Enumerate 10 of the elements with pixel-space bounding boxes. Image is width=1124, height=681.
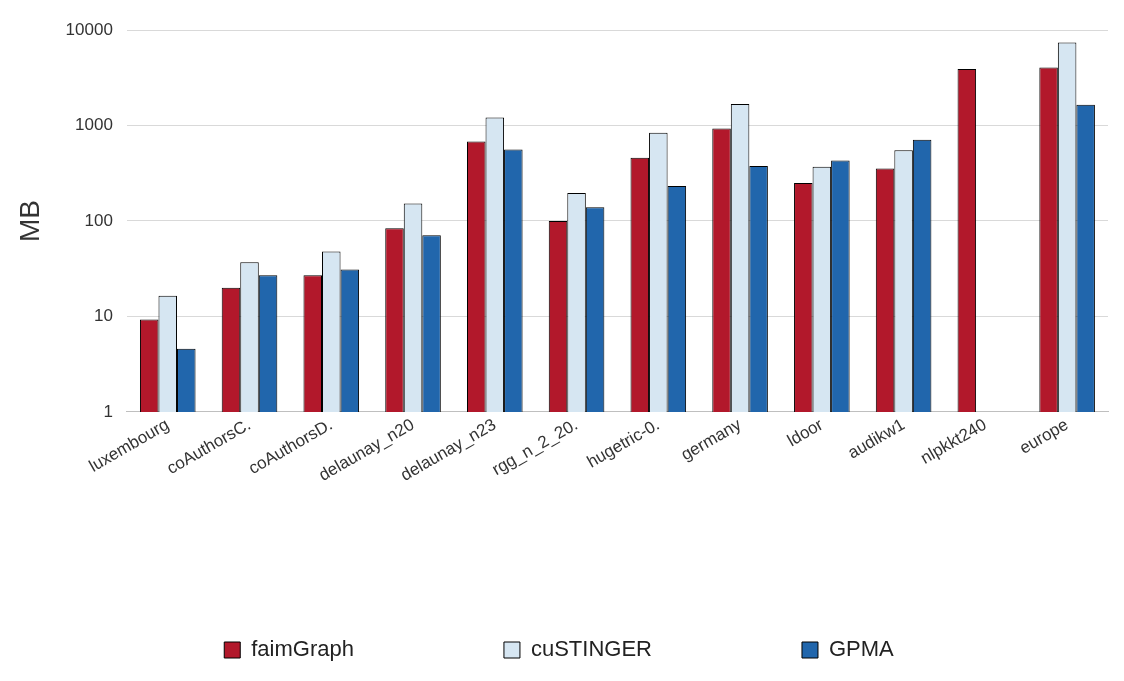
x-tick-label: ldoor (783, 414, 827, 451)
y-axis-title: MB (13, 199, 45, 242)
y-tick-label: 1 (103, 401, 113, 421)
y-tick-label: 100 (84, 210, 113, 230)
legend-label: cuSTINGER (530, 636, 652, 662)
legend-label: GPMA (828, 636, 895, 662)
y-tick-label: 10 (93, 306, 113, 326)
y-tick-label: 1000 (75, 115, 113, 135)
y-tick-label: 10000 (65, 19, 113, 39)
legend-label: faimGraph (251, 636, 354, 662)
